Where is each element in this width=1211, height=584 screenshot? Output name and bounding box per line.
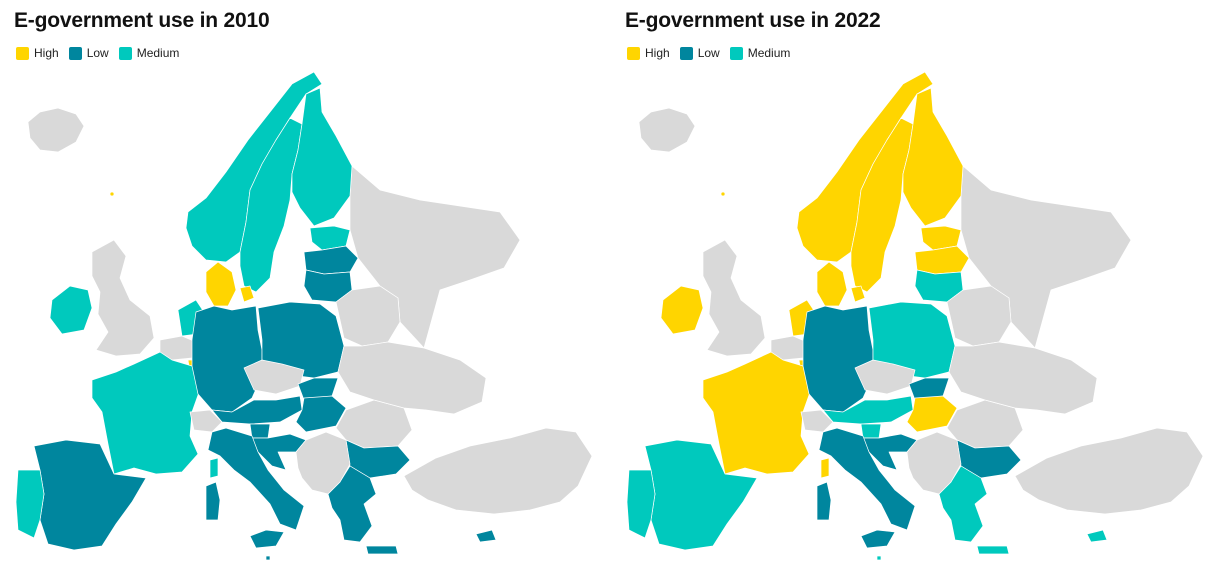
country-greece: [327, 465, 399, 555]
country-hungary: [906, 395, 958, 433]
country-slovakia: [297, 377, 339, 401]
country-denmark: [205, 261, 255, 307]
country-czechia: [854, 359, 916, 395]
country-ireland: [660, 285, 704, 335]
country-switzerland: [800, 409, 834, 433]
legend-item-low: Low: [679, 46, 720, 60]
country-turkey: [403, 427, 593, 515]
legend-item-high: High: [16, 46, 59, 60]
country-uk: [91, 239, 155, 357]
country-hungary: [295, 395, 347, 433]
legend-item-low: Low: [68, 46, 109, 60]
map-panel-2022: E-government use in 2022 High Low Medium: [611, 0, 1211, 584]
country-sicily: [249, 529, 285, 549]
legend-swatch-medium: [729, 46, 743, 60]
legend: High Low Medium: [627, 46, 790, 60]
country-malta: [876, 555, 882, 561]
legend-item-medium: Medium: [729, 46, 791, 60]
country-slovenia: [249, 423, 271, 439]
country-ukraine: [337, 341, 487, 415]
country-balkans: [906, 431, 962, 495]
legend-label: Low: [697, 46, 720, 60]
country-finland: [902, 87, 964, 227]
country-portugal: [626, 469, 656, 539]
country-balkans: [295, 431, 351, 495]
map-title: E-government use in 2022: [625, 9, 881, 32]
legend-label: High: [34, 46, 59, 60]
country-ukraine: [948, 341, 1098, 415]
country-germany: [191, 305, 263, 413]
country-czechia: [243, 359, 305, 395]
europe-map-2010: [15, 71, 593, 561]
legend-swatch-low: [68, 46, 82, 60]
country-ireland: [49, 285, 93, 335]
country-croatia: [862, 433, 918, 471]
map-title: E-government use in 2010: [14, 9, 270, 32]
country-italy: [818, 427, 916, 531]
country-sicily: [860, 529, 896, 549]
legend-item-high: High: [627, 46, 670, 60]
country-corsica: [209, 457, 219, 479]
country-switzerland: [189, 409, 223, 433]
country-slovakia: [908, 377, 950, 401]
legend-label: Low: [86, 46, 109, 60]
country-belarus: [946, 285, 1012, 347]
country-iceland: [638, 107, 696, 153]
country-malta: [265, 555, 271, 561]
country-france: [91, 351, 203, 475]
legend-label: Medium: [136, 46, 180, 60]
country-greece: [938, 465, 1010, 555]
country-belarus: [335, 285, 401, 347]
island-dot: [720, 191, 726, 197]
country-sardinia: [205, 481, 221, 521]
legend-swatch-medium: [118, 46, 132, 60]
legend-label: Medium: [747, 46, 791, 60]
legend-label: High: [645, 46, 670, 60]
country-turkey: [1014, 427, 1204, 515]
country-portugal: [15, 469, 45, 539]
country-slovenia: [860, 423, 882, 439]
country-austria: [211, 395, 303, 425]
country-denmark: [816, 261, 866, 307]
country-cyprus: [475, 529, 497, 543]
country-germany: [802, 305, 874, 413]
country-uk: [702, 239, 766, 357]
legend-item-medium: Medium: [118, 46, 180, 60]
legend-swatch-high: [16, 46, 29, 60]
country-latvia: [303, 245, 359, 275]
country-iceland: [27, 107, 85, 153]
region-russia: [349, 165, 521, 349]
island-dot: [109, 191, 115, 197]
country-italy: [207, 427, 305, 531]
country-sardinia: [816, 481, 832, 521]
legend: High Low Medium: [16, 46, 179, 60]
europe-map-2022: [626, 71, 1204, 561]
country-latvia: [914, 245, 970, 275]
country-austria: [822, 395, 914, 425]
country-croatia: [251, 433, 307, 471]
country-finland: [291, 87, 353, 227]
map-panel-2010: E-government use in 2010 High Low Medium: [0, 0, 600, 584]
country-france: [702, 351, 814, 475]
country-corsica: [820, 457, 830, 479]
country-cyprus: [1086, 529, 1108, 543]
legend-swatch-low: [679, 46, 693, 60]
legend-swatch-high: [627, 46, 640, 60]
region-russia: [960, 165, 1132, 349]
